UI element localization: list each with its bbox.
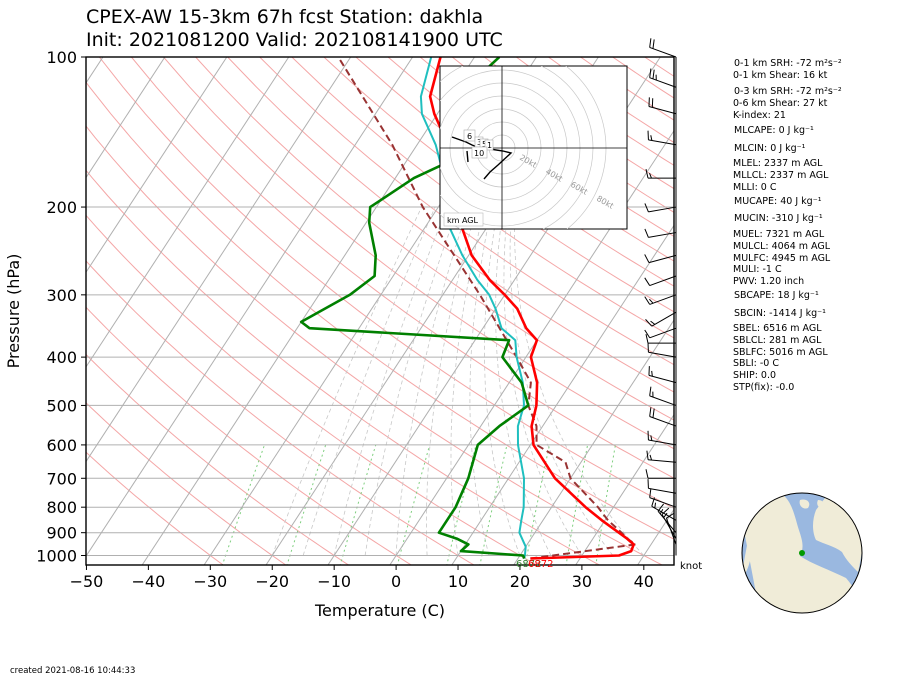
index-line: MLLI: 0 C [733,182,777,193]
y-tick-label: 500 [46,396,77,415]
x-tick-label: −20 [255,572,289,591]
index-line: SBLI: -0 C [733,358,779,369]
hodo-height-1: 1 [487,141,492,150]
x-tick-label: −40 [131,572,165,591]
x-tick-label: −50 [70,572,104,591]
x-tick-label: 0 [391,572,401,591]
y-tick-label: 900 [46,524,77,543]
index-line: SBCAPE: 18 J kg⁻¹ [734,290,819,301]
index-line: SHIP: 0.0 [733,370,776,381]
index-line: SBCIN: -1414 J kg⁻¹ [734,308,826,319]
index-line: MLCIN: 0 J kg⁻¹ [734,143,806,154]
index-line: 0-6 km Shear: 27 kt [733,98,828,109]
index-line: STP(fix): -0.0 [733,382,794,393]
index-line: MLCAPE: 0 J kg⁻¹ [734,125,814,136]
index-line: MUCIN: -310 J kg⁻¹ [734,213,823,224]
index-line: PWV: 1.20 inch [733,276,804,287]
index-line: 0-3 km SRH: -72 m²s⁻² [734,86,842,97]
y-tick-label: 1000 [36,547,77,566]
x-axis-label: Temperature (C) [314,601,445,620]
wind-barb [650,38,676,57]
y-tick-label: 800 [46,498,77,517]
y-tick-label: 300 [46,286,77,305]
stability-indices: 0-1 km SRH: -72 m²s⁻²0-1 km Shear: 16 kt… [733,58,842,393]
locator-globe [742,493,866,614]
index-line: MUCAPE: 40 J kg⁻¹ [734,196,822,207]
index-line: MUEL: 7321 m AGL [733,229,825,240]
x-tick-label: 10 [448,572,468,591]
y-tick-label: 700 [46,469,77,488]
x-tick-label: −30 [193,572,227,591]
index-line: K-index: 21 [733,110,786,121]
index-line: SBLFC: 5016 m AGL [733,347,828,358]
x-axis: −50 −40 −30 −20 −10 0 10 20 30 40 [70,565,654,591]
y-axis-label: Pressure (hPa) [4,254,23,369]
hodo-height-6: 6 [467,132,472,141]
wind-unit-label: knot [680,561,702,572]
index-line: 0-1 km SRH: -72 m²s⁻² [734,58,842,69]
chart-title-line1: CPEX-AW 15-3km 67h fcst Station: dakhla [86,6,483,28]
index-line: MULI: -1 C [733,264,782,275]
created-timestamp: created 2021-08-16 10:44:33 [10,666,135,675]
x-tick-label: 40 [634,572,654,591]
y-tick-label: 600 [46,436,77,455]
index-line: MLLCL: 2337 m AGL [733,170,829,181]
chart-title-line2: Init: 2021081200 Valid: 202108141900 UTC [86,29,503,51]
x-tick-label: 30 [572,572,592,591]
index-line: SBEL: 6516 m AGL [733,323,822,334]
x-tick-label: −10 [317,572,351,591]
index-line: SBLCL: 281 m AGL [733,335,822,346]
hodo-height-10: 10 [474,149,484,158]
y-tick-label: 100 [46,48,77,67]
index-line: MLEL: 2337 m AGL [733,158,823,169]
index-line: MULCL: 4064 m AGL [733,241,831,252]
station-marker [799,550,805,556]
index-line: MULFC: 4945 m AGL [733,253,831,264]
parcel-label-red: 6872 [528,559,553,570]
y-tick-label: 400 [46,348,77,367]
index-line: 0-1 km Shear: 16 kt [733,70,828,81]
y-tick-label: 200 [46,198,77,217]
hodograph-unit-label: km AGL [447,216,479,225]
x-tick-label: 20 [510,572,530,591]
y-axis: 100 200 300 400 500 600 700 800 900 1000 [36,48,86,566]
